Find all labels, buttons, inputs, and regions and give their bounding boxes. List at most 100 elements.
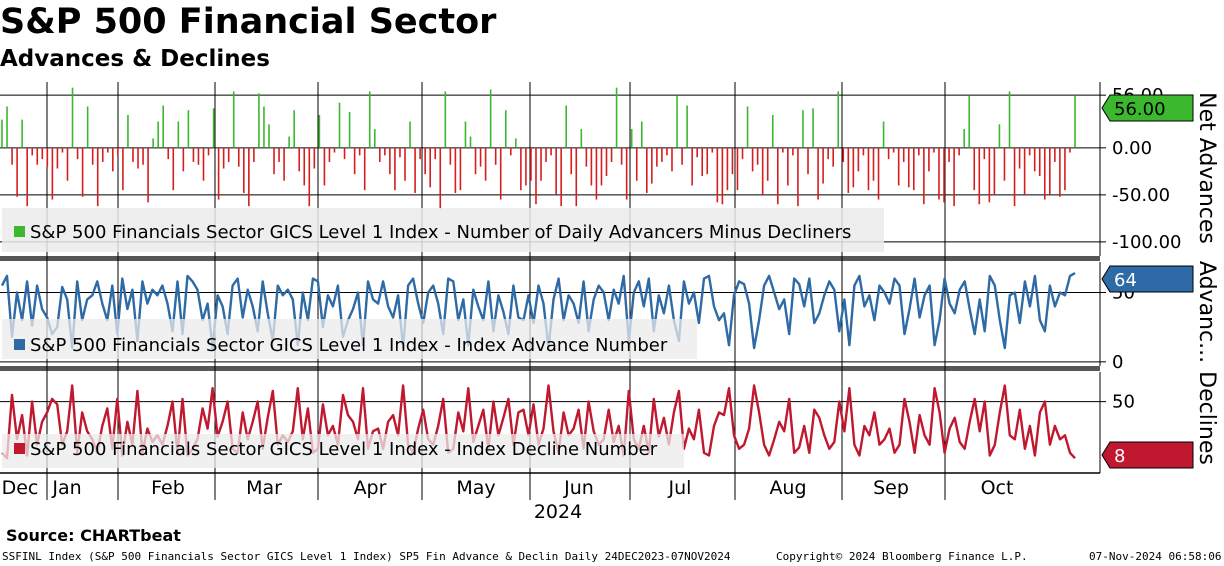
net-bar: [479, 147, 482, 167]
net-bar: [384, 147, 386, 156]
net-bar: [434, 147, 437, 160]
chart-title: S&P 500 Financial Sector: [0, 2, 497, 42]
net-advances-bars: [1, 87, 1076, 209]
net-bar: [782, 147, 784, 153]
advance-legend: S&P 500 Financials Sector GICS Level 1 I…: [2, 319, 697, 359]
x-tick-label: Jul: [668, 477, 692, 499]
net-bar: [1064, 147, 1066, 191]
net-bar: [656, 147, 658, 167]
net-bar: [630, 129, 633, 148]
net-bar: [565, 105, 568, 148]
net-bar: [1018, 147, 1021, 169]
net-bar: [741, 147, 744, 160]
decline-legend: S&P 500 Financials Sector GICS Level 1 I…: [2, 434, 684, 468]
net-bar: [691, 147, 693, 186]
net-bar: [867, 147, 870, 191]
net-bar: [736, 147, 739, 191]
net-bar: [117, 147, 119, 156]
net-bar: [933, 147, 935, 153]
x-tick-label: May: [456, 477, 495, 499]
net-bar: [459, 147, 462, 191]
net-y-tick-label: -100.00: [1112, 232, 1181, 253]
net-bar: [16, 147, 18, 197]
net-bar: [711, 147, 714, 153]
net-bar: [897, 147, 900, 186]
footer-timestamp: 07-Nov-2024 06:58:06: [1089, 550, 1222, 563]
net-bar: [419, 147, 421, 160]
net-bar: [278, 147, 280, 162]
net-bar: [474, 147, 477, 175]
net-bar: [409, 121, 411, 148]
net-bar: [721, 147, 724, 205]
net-bar: [963, 129, 965, 148]
net-bar: [283, 147, 285, 181]
net-legend: S&P 500 Financials Sector GICS Level 1 I…: [2, 208, 884, 252]
net-bar: [46, 147, 49, 167]
advance-last-value: 64: [1114, 270, 1137, 291]
panel-2-y-tick-label: 50: [1112, 392, 1135, 413]
net-bar: [132, 147, 134, 162]
net-bar: [988, 147, 991, 203]
net-bar: [827, 147, 829, 160]
net-bar: [177, 121, 180, 148]
net-bar: [71, 87, 74, 148]
x-tick-label: Mar: [246, 477, 282, 499]
net-bar: [535, 147, 537, 205]
net-bar: [555, 147, 557, 195]
net-bar: [358, 147, 361, 156]
net-bar: [66, 147, 69, 181]
net-bar: [676, 96, 678, 148]
decline-axis-title: Declines: [1194, 371, 1219, 465]
net-bar: [147, 147, 149, 203]
net-bar: [923, 147, 925, 205]
net-bar: [414, 147, 416, 193]
net-bar: [313, 147, 316, 169]
net-bar: [167, 147, 170, 160]
net-bar: [142, 147, 144, 165]
net-bar: [11, 147, 13, 165]
net-bar: [993, 147, 996, 195]
net-bar: [661, 147, 663, 162]
net-bar: [832, 147, 834, 167]
net-bar: [96, 147, 99, 207]
net-bar: [802, 110, 804, 148]
net-bar: [373, 129, 376, 148]
net-bar: [872, 147, 875, 181]
decline-last-value-tag: 8: [1101, 441, 1194, 469]
net-bar: [918, 147, 920, 156]
net-bar: [258, 93, 260, 148]
net-bar: [792, 147, 794, 156]
net-bar: [318, 114, 321, 148]
net-bar: [605, 147, 608, 177]
x-tick-label: Jan: [51, 477, 81, 499]
net-bar: [600, 147, 603, 186]
net-bar: [36, 147, 39, 165]
net-bar: [787, 147, 789, 186]
net-bar: [540, 147, 542, 181]
net-bar: [751, 147, 754, 172]
net-bar: [494, 147, 497, 165]
net-bar: [368, 91, 371, 148]
net-bar: [469, 136, 472, 148]
net-bar: [31, 147, 34, 156]
net-bar: [192, 147, 195, 162]
net-bar: [847, 147, 850, 193]
net-bar: [333, 147, 336, 153]
net-bar: [671, 147, 673, 172]
source-note: Source: CHARTbeat: [6, 526, 181, 545]
net-bar: [1054, 147, 1056, 162]
net-bar: [1028, 147, 1031, 156]
net-bar: [706, 147, 709, 175]
net-bar: [253, 147, 255, 162]
advance-legend-swatch: [14, 339, 25, 350]
net-bar: [343, 147, 346, 160]
net-bar: [157, 121, 159, 148]
net-bar: [696, 147, 698, 158]
net-bar: [389, 147, 391, 175]
net-bar: [681, 147, 683, 165]
net-bar: [248, 147, 250, 207]
net-bar: [615, 87, 618, 148]
advance-number-line: [0, 272, 1076, 350]
